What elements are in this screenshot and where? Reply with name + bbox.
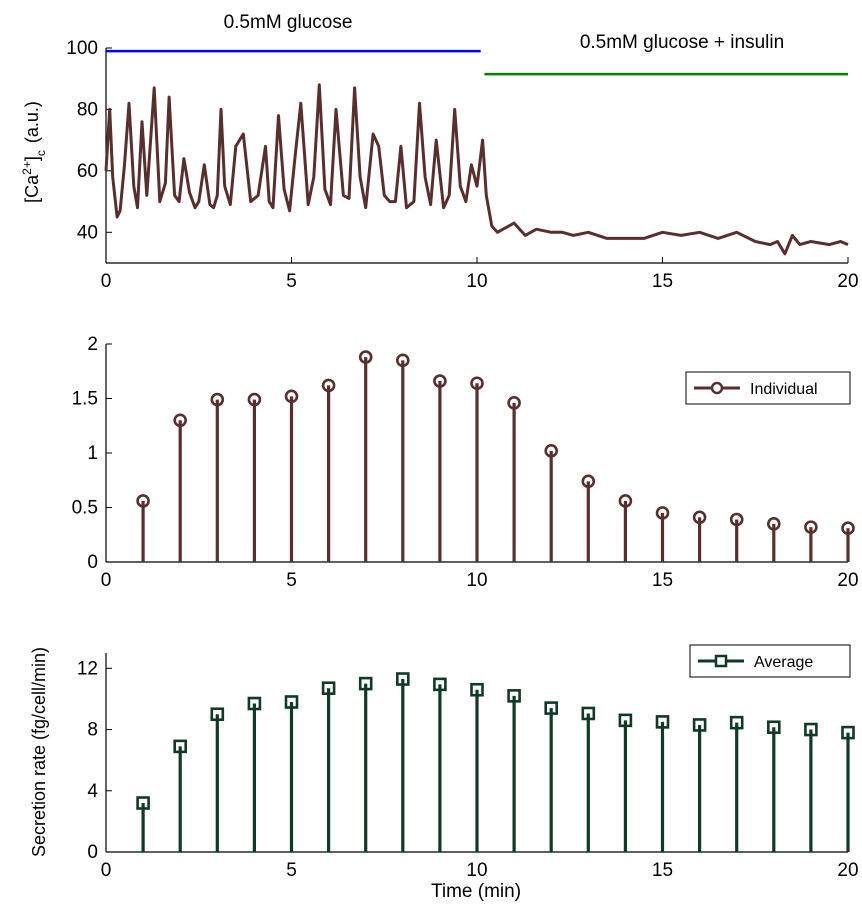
stem-marker bbox=[284, 695, 299, 709]
y-tick-label: 100 bbox=[66, 38, 98, 59]
legend-label: Average bbox=[754, 654, 813, 671]
y-tick-label: 80 bbox=[77, 99, 98, 120]
stem-marker bbox=[321, 681, 336, 696]
stem-marker bbox=[581, 706, 596, 721]
y-tick-label: 1 bbox=[87, 443, 98, 464]
stem-marker bbox=[470, 376, 484, 391]
stem-marker bbox=[804, 722, 818, 737]
x-tick-label: 0 bbox=[101, 570, 112, 591]
y-tick-label: 8 bbox=[87, 720, 98, 741]
condition-label: 0.5mM glucose + insulin bbox=[580, 32, 784, 53]
legend-label: Individual bbox=[750, 381, 818, 398]
stem-marker bbox=[507, 689, 521, 703]
x-tick-label: 5 bbox=[286, 860, 297, 881]
stem-marker bbox=[581, 474, 596, 489]
calcium-y-axis-label: [Ca2+]c(a.u.) bbox=[20, 101, 48, 203]
y-tick-label: 12 bbox=[77, 658, 98, 679]
stem-marker bbox=[729, 715, 744, 730]
stem-marker bbox=[470, 682, 484, 697]
stem-marker bbox=[655, 715, 670, 729]
condition-label: 0.5mM glucose bbox=[224, 12, 353, 33]
calcium-trace-line bbox=[104, 83, 849, 256]
stem-marker bbox=[173, 739, 187, 754]
y-tick-label: 1.5 bbox=[72, 389, 98, 410]
stem-marker bbox=[136, 796, 150, 810]
stem-marker bbox=[210, 707, 225, 722]
y-tick-label: 0 bbox=[87, 842, 98, 863]
stem-marker bbox=[433, 677, 447, 692]
y-tick-label: 0 bbox=[87, 552, 98, 573]
x-tick-label: 15 bbox=[652, 271, 673, 292]
y-tick-label: 4 bbox=[87, 781, 98, 802]
x-tick-label: 15 bbox=[652, 570, 673, 591]
y-tick-label: 40 bbox=[77, 222, 98, 243]
stem-marker bbox=[247, 696, 262, 711]
x-tick-label: 5 bbox=[286, 570, 297, 591]
stem-marker bbox=[841, 725, 855, 740]
stem-marker bbox=[247, 392, 262, 407]
x-tick-label: 10 bbox=[466, 570, 487, 591]
legend-marker bbox=[714, 654, 728, 668]
stem-marker bbox=[729, 512, 744, 527]
x-tick-label: 20 bbox=[837, 860, 858, 881]
stem-marker bbox=[173, 413, 187, 428]
x-tick-label: 5 bbox=[286, 271, 297, 292]
y-tick-label: 2 bbox=[87, 334, 98, 355]
legend-marker bbox=[710, 381, 724, 395]
y-tick-label: 0.5 bbox=[72, 498, 98, 519]
time-x-axis-label: Time (min) bbox=[431, 881, 521, 902]
stem-marker bbox=[766, 517, 781, 531]
stem-marker bbox=[358, 350, 373, 364]
average-secretion-chart: Secretion rate (fg/cell/min) Time (min) … bbox=[29, 644, 859, 902]
stem-marker bbox=[395, 353, 410, 368]
x-tick-label: 20 bbox=[837, 570, 858, 591]
stem-marker bbox=[618, 713, 633, 728]
stem-marker bbox=[136, 494, 150, 508]
x-tick-label: 0 bbox=[101, 271, 112, 292]
x-tick-label: 15 bbox=[652, 860, 673, 881]
stem-marker bbox=[507, 396, 521, 410]
stem-marker bbox=[692, 510, 707, 525]
stem-marker bbox=[544, 444, 559, 458]
x-tick-label: 20 bbox=[837, 271, 858, 292]
stem-marker bbox=[358, 676, 373, 691]
x-tick-label: 10 bbox=[466, 271, 487, 292]
stem-marker bbox=[692, 718, 707, 732]
stem-marker bbox=[618, 494, 633, 508]
stem-marker bbox=[544, 701, 559, 715]
stem-marker bbox=[395, 672, 410, 686]
stem-marker bbox=[841, 521, 855, 536]
x-tick-label: 0 bbox=[101, 860, 112, 881]
stem-marker bbox=[284, 389, 299, 404]
x-tick-label: 10 bbox=[466, 860, 487, 881]
secretion-y-axis-label: Secretion rate (fg/cell/min) bbox=[29, 647, 49, 857]
stem-marker bbox=[804, 520, 818, 534]
stem-marker bbox=[321, 378, 336, 393]
individual-secretion-chart: 0 5 10 15 20 0 0.5 1 1.5 2 Individual bbox=[72, 334, 859, 591]
stem-marker bbox=[766, 720, 781, 735]
stem-marker bbox=[210, 392, 225, 407]
stem-marker bbox=[433, 374, 447, 388]
calcium-trace-chart: [Ca2+]c(a.u.) 0 5 10 15 20 40 60 80 100 0.5mM glu… bbox=[20, 12, 859, 292]
stem-marker bbox=[655, 506, 670, 520]
legend-box bbox=[689, 644, 851, 678]
y-tick-label: 60 bbox=[77, 161, 98, 182]
